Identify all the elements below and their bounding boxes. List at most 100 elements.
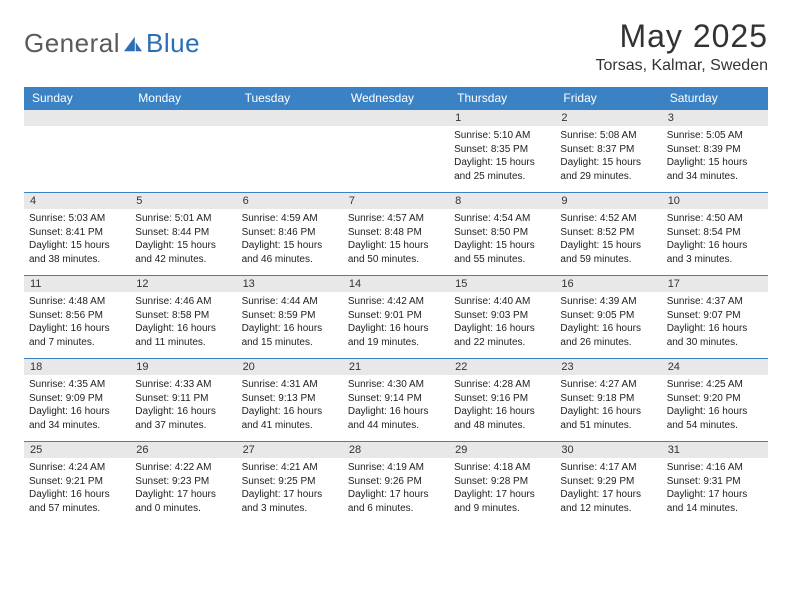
sunrise-text: Sunrise: 4:21 AM [242,461,338,475]
sunrise-text: Sunrise: 4:52 AM [560,212,656,226]
day-number [237,110,343,126]
day-cell: Sunrise: 4:39 AMSunset: 9:05 PMDaylight:… [555,292,661,358]
day-cell: Sunrise: 4:16 AMSunset: 9:31 PMDaylight:… [662,458,768,524]
sunset-text: Sunset: 9:16 PM [454,392,550,406]
day-cell: Sunrise: 4:30 AMSunset: 9:14 PMDaylight:… [343,375,449,441]
daylight-text: Daylight: 16 hours and 15 minutes. [242,322,338,349]
day-number: 10 [662,193,768,209]
week-body-row: Sunrise: 5:10 AMSunset: 8:35 PMDaylight:… [24,126,768,192]
day-cell: Sunrise: 4:42 AMSunset: 9:01 PMDaylight:… [343,292,449,358]
day-cell: Sunrise: 5:03 AMSunset: 8:41 PMDaylight:… [24,209,130,275]
day-cell: Sunrise: 4:22 AMSunset: 9:23 PMDaylight:… [130,458,236,524]
day-number: 31 [662,442,768,458]
day-number: 18 [24,359,130,375]
day-cell: Sunrise: 4:57 AMSunset: 8:48 PMDaylight:… [343,209,449,275]
day-number: 14 [343,276,449,292]
brand-text-blue: Blue [146,28,200,59]
daylight-text: Daylight: 15 hours and 59 minutes. [560,239,656,266]
title-block: May 2025 Torsas, Kalmar, Sweden [595,18,768,75]
day-number: 24 [662,359,768,375]
day-number: 5 [130,193,236,209]
day-number: 12 [130,276,236,292]
day-number: 13 [237,276,343,292]
day-number: 17 [662,276,768,292]
day-cell: Sunrise: 5:01 AMSunset: 8:44 PMDaylight:… [130,209,236,275]
day-number [343,110,449,126]
sunset-text: Sunset: 9:14 PM [348,392,444,406]
day-number: 22 [449,359,555,375]
sunrise-text: Sunrise: 4:40 AM [454,295,550,309]
daylight-text: Daylight: 15 hours and 50 minutes. [348,239,444,266]
sunrise-text: Sunrise: 4:25 AM [667,378,763,392]
daylight-text: Daylight: 17 hours and 9 minutes. [454,488,550,515]
sunset-text: Sunset: 9:23 PM [135,475,231,489]
sunset-text: Sunset: 8:39 PM [667,143,763,157]
day-cell: Sunrise: 4:54 AMSunset: 8:50 PMDaylight:… [449,209,555,275]
sunrise-text: Sunrise: 4:50 AM [667,212,763,226]
day-number: 1 [449,110,555,126]
sunset-text: Sunset: 8:52 PM [560,226,656,240]
daylight-text: Daylight: 16 hours and 51 minutes. [560,405,656,432]
sunset-text: Sunset: 9:18 PM [560,392,656,406]
day-cell [343,126,449,192]
sunrise-text: Sunrise: 4:59 AM [242,212,338,226]
day-cell: Sunrise: 4:19 AMSunset: 9:26 PMDaylight:… [343,458,449,524]
day-cell: Sunrise: 4:46 AMSunset: 8:58 PMDaylight:… [130,292,236,358]
day-cell: Sunrise: 4:21 AMSunset: 9:25 PMDaylight:… [237,458,343,524]
week-daynum-row: 11121314151617 [24,275,768,292]
sunrise-text: Sunrise: 4:28 AM [454,378,550,392]
sunset-text: Sunset: 9:09 PM [29,392,125,406]
brand-logo: General Blue [24,18,200,59]
sunset-text: Sunset: 8:56 PM [29,309,125,323]
daylight-text: Daylight: 16 hours and 37 minutes. [135,405,231,432]
sunrise-text: Sunrise: 4:44 AM [242,295,338,309]
sunrise-text: Sunrise: 4:48 AM [29,295,125,309]
day-number: 8 [449,193,555,209]
sunrise-text: Sunrise: 4:18 AM [454,461,550,475]
daylight-text: Daylight: 17 hours and 6 minutes. [348,488,444,515]
sunrise-text: Sunrise: 5:03 AM [29,212,125,226]
sunset-text: Sunset: 9:28 PM [454,475,550,489]
daylight-text: Daylight: 17 hours and 12 minutes. [560,488,656,515]
day-number: 23 [555,359,661,375]
daylight-text: Daylight: 16 hours and 7 minutes. [29,322,125,349]
sunrise-text: Sunrise: 4:54 AM [454,212,550,226]
day-number: 4 [24,193,130,209]
daylight-text: Daylight: 15 hours and 42 minutes. [135,239,231,266]
day-cell: Sunrise: 5:05 AMSunset: 8:39 PMDaylight:… [662,126,768,192]
daylight-text: Daylight: 15 hours and 55 minutes. [454,239,550,266]
day-cell: Sunrise: 4:44 AMSunset: 8:59 PMDaylight:… [237,292,343,358]
day-cell: Sunrise: 4:35 AMSunset: 9:09 PMDaylight:… [24,375,130,441]
daylight-text: Daylight: 16 hours and 48 minutes. [454,405,550,432]
week-body-row: Sunrise: 4:48 AMSunset: 8:56 PMDaylight:… [24,292,768,358]
daylight-text: Daylight: 15 hours and 25 minutes. [454,156,550,183]
week-daynum-row: 18192021222324 [24,358,768,375]
day-header: Sunday [24,87,130,109]
day-number: 15 [449,276,555,292]
sunset-text: Sunset: 9:05 PM [560,309,656,323]
sunset-text: Sunset: 8:44 PM [135,226,231,240]
sunset-text: Sunset: 9:31 PM [667,475,763,489]
day-header: Saturday [662,87,768,109]
day-number: 9 [555,193,661,209]
daylight-text: Daylight: 16 hours and 54 minutes. [667,405,763,432]
day-number: 25 [24,442,130,458]
sunrise-text: Sunrise: 4:17 AM [560,461,656,475]
sunset-text: Sunset: 9:13 PM [242,392,338,406]
sunrise-text: Sunrise: 4:57 AM [348,212,444,226]
sunrise-text: Sunrise: 4:46 AM [135,295,231,309]
sail-icon [122,35,144,53]
day-number [24,110,130,126]
sunrise-text: Sunrise: 5:05 AM [667,129,763,143]
day-cell: Sunrise: 4:52 AMSunset: 8:52 PMDaylight:… [555,209,661,275]
day-cell [237,126,343,192]
week-body-row: Sunrise: 4:24 AMSunset: 9:21 PMDaylight:… [24,458,768,524]
day-header: Wednesday [343,87,449,109]
daylight-text: Daylight: 15 hours and 38 minutes. [29,239,125,266]
daylight-text: Daylight: 17 hours and 0 minutes. [135,488,231,515]
daylight-text: Daylight: 16 hours and 22 minutes. [454,322,550,349]
day-header: Thursday [449,87,555,109]
day-cell: Sunrise: 4:24 AMSunset: 9:21 PMDaylight:… [24,458,130,524]
sunset-text: Sunset: 8:37 PM [560,143,656,157]
sunset-text: Sunset: 9:03 PM [454,309,550,323]
